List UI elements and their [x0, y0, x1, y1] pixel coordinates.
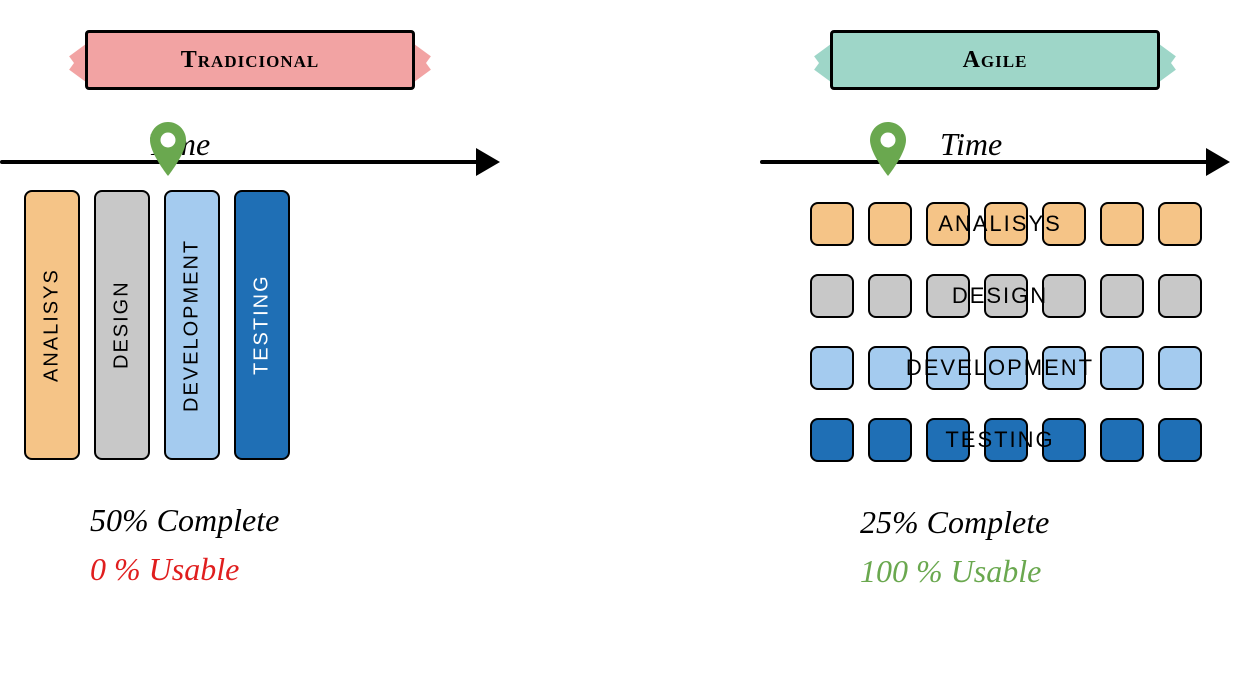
- sprint-box: [1158, 274, 1202, 318]
- sprint-box: [868, 418, 912, 462]
- sprint-box: [926, 418, 970, 462]
- sprint-box: [1042, 202, 1086, 246]
- sprint-box: [926, 274, 970, 318]
- phase-bar-analysis: ANALISYS: [24, 190, 80, 460]
- sprint-box: [810, 346, 854, 390]
- sprint-box: [926, 202, 970, 246]
- traditional-complete: 50% Complete: [90, 502, 500, 539]
- agile-title: Agile: [963, 47, 1028, 74]
- arrow-right-icon: [1206, 148, 1230, 176]
- time-label-right: Time: [940, 126, 1002, 163]
- sprint-box: [868, 346, 912, 390]
- agile-timeline: Time: [760, 140, 1230, 180]
- agile-row-development: DEVELOPMENT: [810, 346, 1230, 390]
- agile-row-design: DESIGN: [810, 274, 1230, 318]
- traditional-timeline: Time: [0, 140, 500, 180]
- sprint-box: [1158, 418, 1202, 462]
- phase-bar-testing: TESTING: [234, 190, 290, 460]
- agile-row-analysis: ANALISYS: [810, 202, 1230, 246]
- agile-captions: 25% Complete 100 % Usable: [760, 504, 1230, 590]
- agile-rows: ANALISYS DESIGN DEVELOPMENT TESTING: [760, 202, 1230, 462]
- sprint-box: [984, 346, 1028, 390]
- sprint-box: [868, 274, 912, 318]
- sprint-box: [1100, 202, 1144, 246]
- location-pin-icon: [870, 122, 906, 176]
- sprint-box: [984, 274, 1028, 318]
- sprint-box: [810, 418, 854, 462]
- sprint-box: [1100, 418, 1144, 462]
- sprint-box: [1158, 202, 1202, 246]
- sprint-box: [1158, 346, 1202, 390]
- sprint-box: [984, 418, 1028, 462]
- traditional-captions: 50% Complete 0 % Usable: [0, 502, 500, 588]
- agile-ribbon: Agile: [830, 30, 1160, 90]
- sprint-box: [1042, 346, 1086, 390]
- traditional-ribbon: Tradicional: [85, 30, 415, 90]
- arrow-right-icon: [476, 148, 500, 176]
- agile-panel: Agile Time ANALISYS DESIGN DEVELOPMENT TEST…: [760, 0, 1230, 602]
- sprint-box: [1042, 418, 1086, 462]
- agile-usable: 100 % Usable: [860, 553, 1230, 590]
- traditional-bars: ANALISYSDESIGNDEVELOPMENTTESTING: [0, 190, 500, 460]
- agile-row-testing: TESTING: [810, 418, 1230, 462]
- sprint-box: [868, 202, 912, 246]
- phase-bar-development: DEVELOPMENT: [164, 190, 220, 460]
- sprint-box: [1042, 274, 1086, 318]
- sprint-box: [810, 274, 854, 318]
- sprint-box: [984, 202, 1028, 246]
- location-pin-icon: [150, 122, 186, 176]
- traditional-usable: 0 % Usable: [90, 551, 500, 588]
- traditional-panel: Tradicional Time ANALISYSDESIGNDEVELOPME…: [0, 0, 500, 600]
- traditional-title: Tradicional: [181, 47, 319, 74]
- sprint-box: [1100, 274, 1144, 318]
- sprint-box: [1100, 346, 1144, 390]
- agile-complete: 25% Complete: [860, 504, 1230, 541]
- sprint-box: [810, 202, 854, 246]
- sprint-box: [926, 346, 970, 390]
- phase-bar-design: DESIGN: [94, 190, 150, 460]
